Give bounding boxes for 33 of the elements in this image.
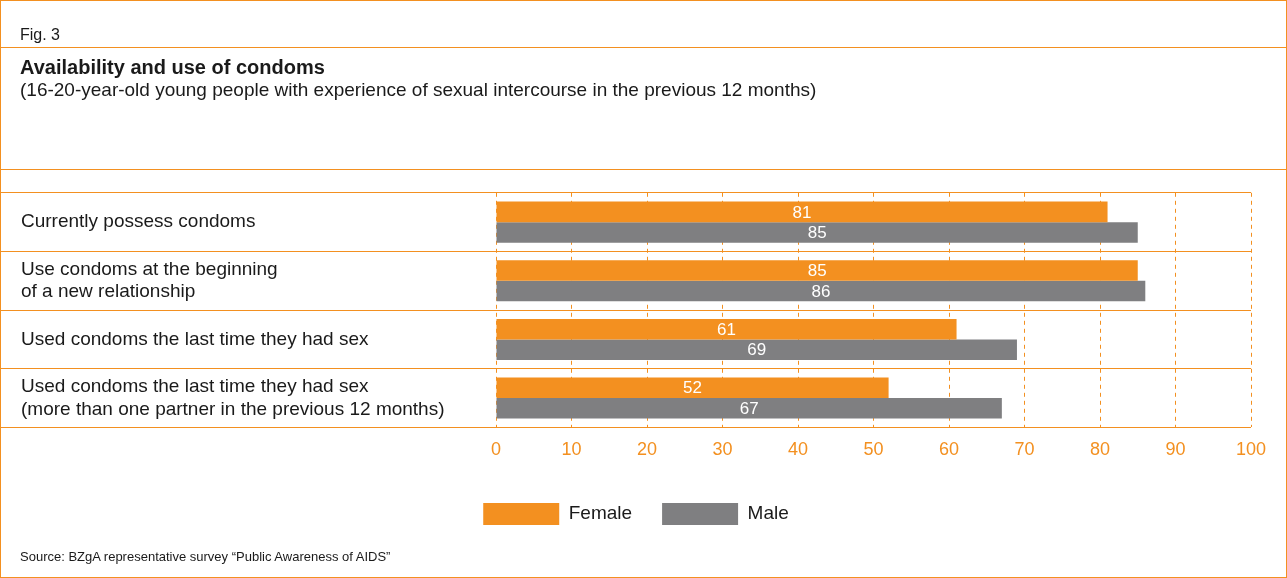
data-label: 85 xyxy=(807,261,827,281)
chart-subtitle: (16-20-year-old young people with experience of sexual intercourse in the previous 12 months) xyxy=(20,79,818,101)
data-label: 52 xyxy=(683,378,703,398)
bar xyxy=(496,339,1017,360)
data-label: 61 xyxy=(717,319,736,339)
data-label: 81 xyxy=(792,202,812,222)
x-tick-label: 80 xyxy=(1089,439,1111,460)
data-label: 86 xyxy=(811,281,831,301)
x-tick-label: 0 xyxy=(490,439,502,460)
x-tick-label: 40 xyxy=(787,439,809,460)
y-tick-label: Used condoms the last time they had sex (more than one partner in the previous 12 months) xyxy=(21,374,445,419)
x-tick-label: 100 xyxy=(1235,439,1267,460)
legend-label: Female xyxy=(568,502,633,524)
y-tick-label: Currently possess condoms xyxy=(21,210,256,232)
bar xyxy=(496,398,1002,419)
caption: Fig. 3 xyxy=(20,26,61,44)
text: Availability and use of condoms xyxy=(20,55,326,79)
y-tick-label: Use condoms at the beginning of a new relationship xyxy=(21,257,278,302)
x-tick-label: 10 xyxy=(561,439,582,460)
bar xyxy=(496,222,1138,243)
data-label: 67 xyxy=(739,399,759,419)
x-tick-label: 60 xyxy=(938,439,960,460)
y-tick-label: Used condoms the last time they had sex xyxy=(21,327,369,349)
data-label: 69 xyxy=(747,340,767,360)
legend-label: Male xyxy=(747,502,789,524)
x-tick-label: 70 xyxy=(1014,439,1035,460)
x-tick-label: 30 xyxy=(712,439,733,460)
source-note: Source: BZgA representative survey “Public Awareness of AIDS” xyxy=(20,549,391,564)
x-tick-label: 90 xyxy=(1165,439,1186,460)
x-tick-label: 20 xyxy=(636,439,658,460)
data-label: 85 xyxy=(807,223,827,243)
bar xyxy=(496,280,1146,302)
x-tick-label: 50 xyxy=(863,439,884,460)
